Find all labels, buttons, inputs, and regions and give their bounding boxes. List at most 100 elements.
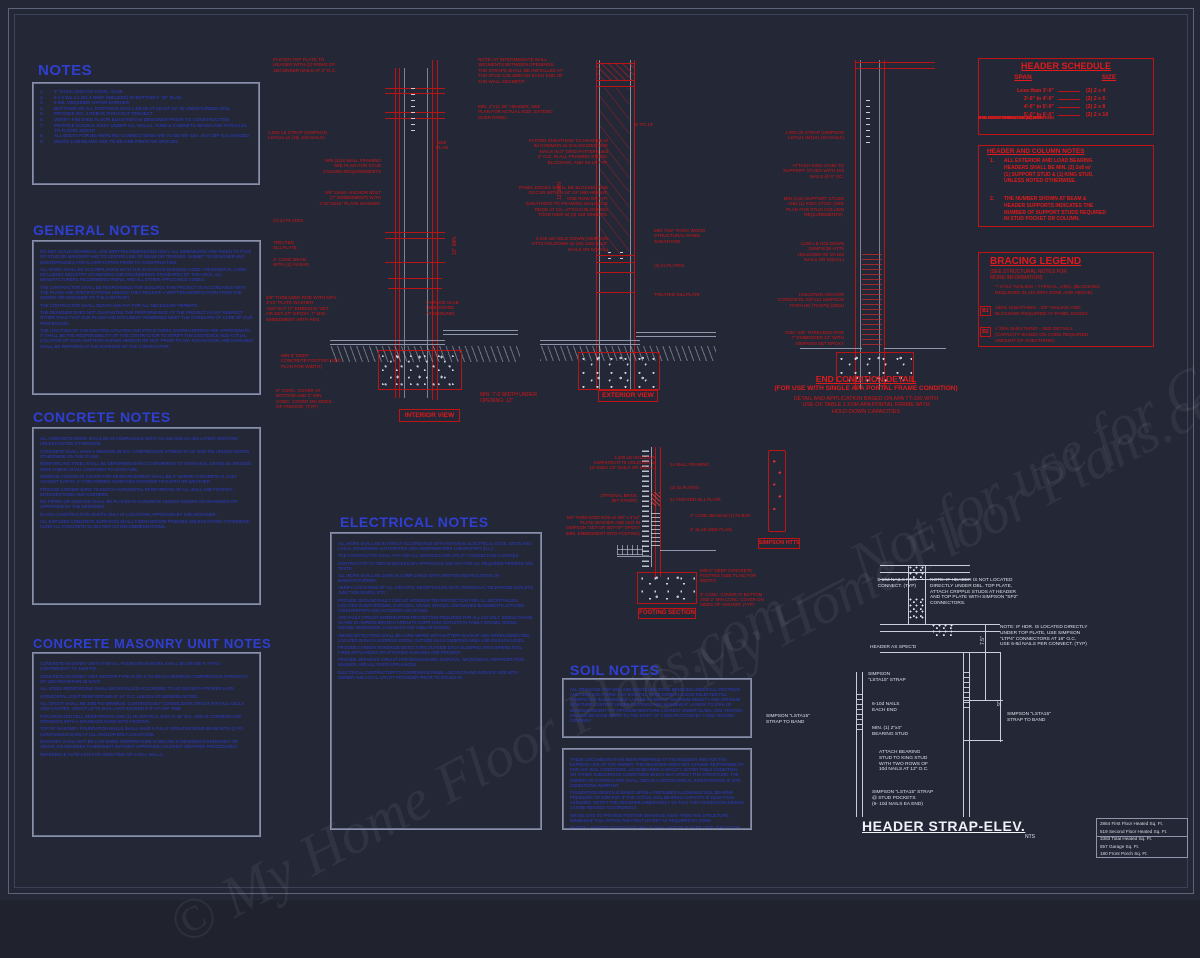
dimension-12-min: 12" MIN. xyxy=(557,180,563,200)
header-schedule-size: (2) 2 x 4 xyxy=(1086,88,1106,94)
exterior-view-label: EXTERIOR VIEW xyxy=(602,392,654,399)
note-text: 6 x 6 W1.4 x W1.4 WWF (WELDED) IN BOTTOM… xyxy=(54,94,182,100)
callout-text: 6-10d NAILS EACH END xyxy=(872,702,900,713)
note-paragraph: THE CONTRACTOR SHALL OBTAIN AND PAY FOR … xyxy=(40,302,199,308)
callout-text: 5/8" THREADED ROD WITH 5/8"x 3"x3" PLATE … xyxy=(266,295,337,322)
bracing-tag-label: B1 xyxy=(982,308,989,314)
note-paragraph: ALL DRAINAGE, TOP SOIL AND ROOTS ARE TO … xyxy=(570,687,743,723)
note-number: 2. xyxy=(40,94,44,100)
callout-text: SIMPSON "LSTA15" STRAP TO BAND xyxy=(766,714,810,725)
header-schedule-box xyxy=(978,58,1154,135)
title-block-line: 519 Second Floor Heated Sq. Ft. xyxy=(1100,828,1168,834)
note-paragraph: PLACE CONSTRUCTION JOINTS ONLY AT LOCATI… xyxy=(40,511,217,517)
note-paragraph: DO NOT SCALE DRAWINGS. USE WRITTEN DIMEN… xyxy=(40,249,252,265)
callout-text: HEADER AS SPEC'D xyxy=(870,645,917,650)
callout-text: MIN (2)2x SUPPORT STUDS AND (1) KING STUD… xyxy=(783,196,844,218)
title-block-line: 657 Garage Sq. Ft. xyxy=(1100,843,1140,849)
callout-text: 5/8" DIAM. ANCHOR BOLT (7" EMBEDMENT) WIT… xyxy=(319,190,381,206)
callout-text: 4,200 LB HOLDOWN (SIMPSON HTT5 HOLDOWN W/ … xyxy=(797,241,844,263)
note-paragraph: ARC FAULT CIRCUIT INTERRUPTER PROTECTION… xyxy=(338,615,534,631)
callout-text: (2) 2x PLATES xyxy=(654,263,685,268)
note-item: 2. 6 x 6 W1.4 x W1.4 WWF (WELDED) IN BOTT… xyxy=(40,95,252,100)
note-text: 4" THICK 3200 PSI CONC. SLAB xyxy=(54,89,123,94)
note-number: 3. xyxy=(40,100,44,106)
simpson-htt5-box xyxy=(758,538,800,549)
note-text: PROVIDE NO. 4 REBAR THRU-OUT PROJECT xyxy=(54,111,153,117)
note-paragraph: THE DESIGNER DOES NOT GUARANTEE THE PERF… xyxy=(40,310,253,326)
end-condition-title: END CONDITION DETAIL xyxy=(815,374,917,384)
callout-text: 8' TO 10' xyxy=(635,122,654,127)
note-paragraph: THE CONTRACTOR SHALL PAY FOR ALL SERVICE… xyxy=(338,553,520,559)
callout-text: 3" CONC. COVER AT BOTTOM AND 2" MIN CONC. … xyxy=(276,388,332,410)
bracing-legend-row-text: 100% SHEATHING - 3/6" NAILING AND BLOCKIN… xyxy=(995,306,1088,318)
callout-text: 3" CONC. COVER AT BOTTOM AND 2" MIN CONC.… xyxy=(700,592,764,608)
cmu-notes-heading: CONCRETE MASONRY UNIT NOTES xyxy=(33,636,272,651)
dimension-9: 9" xyxy=(997,701,1003,706)
callout-text: 4,200 LB HOLD DOWN (SIMPSON HTT5 HOLDOWN … xyxy=(531,236,608,252)
note-paragraph: SMOKE DETECTORS SHALL BE HARD WIRED WITH… xyxy=(338,632,531,643)
note-item: 1. 4" THICK 3200 PSI CONC. SLAB xyxy=(40,89,252,94)
header-schedule-title: HEADER SCHEDULE xyxy=(1020,61,1111,71)
callout-text: FASTEN SHEATHING TO HEADER w/8d COMMON w… xyxy=(528,138,608,165)
callout-text: 2x WALL FRAMING xyxy=(670,462,709,467)
callout-text: NOTE: AT INTERMEDIATE WALL SEGMENTS BETWE… xyxy=(478,57,563,84)
note-paragraph: GRADE SITE TO PROVIDE POSITIVE DRAINAGE … xyxy=(570,812,730,823)
cmu-notes-block: CONCRETE MASONRY UNITS FOR ALL FOUNDATIO… xyxy=(32,652,261,837)
concrete-notes-heading: CONCRETE NOTES xyxy=(33,409,171,425)
header-column-note-text: ALL EXTERIOR AND LOAD BEARING HEADERS SHA… xyxy=(1004,158,1094,185)
header-column-note-number: 2. xyxy=(990,196,995,202)
note-number: 1. xyxy=(40,89,44,94)
callout-text: 2x TREATED SILL PLATE xyxy=(670,497,721,502)
header-schedule-footnote: ALL EXTERIOR w/ LOAD BEARING xyxy=(978,115,1055,120)
bracing-legend-subtitle: (SEE STRUCTURAL NOTES FOR MORE INFORMATI… xyxy=(990,269,1068,281)
note-paragraph: MASONRY SHALL NOT BE LAID WHEN TEMPERATU… xyxy=(40,738,239,750)
callout-text: 4" CONC BEAM w/ (1) #4 BAR xyxy=(690,513,751,518)
soil-notes-heading: SOIL NOTES xyxy=(570,662,660,678)
note-number: 6. xyxy=(40,116,44,122)
note-paragraph: ALL GROUT SHALL BE 3000 PSI MINIMUM. CON… xyxy=(40,701,245,712)
callout-text: NOTE: IF HDR. IS LOCATED DIRECTLY UNDER T… xyxy=(1000,625,1088,648)
callout-text: MIN. 2"x11.25" HEADER, SEE PLAN FOR ACTUA… xyxy=(478,104,553,120)
callout-text: 4" SLAB (SEE PLAN) xyxy=(690,527,733,532)
note-paragraph: ALL WORK SHALL BE IN COMPLIANCE WITH THE… xyxy=(40,266,248,283)
note-paragraph: PROVIDE SEPARATE CIRCUIT FOR DISHWASHER,… xyxy=(338,657,525,668)
note-paragraph: ELECTRICAL CONTRACTOR TO COORDINATE PANE… xyxy=(338,669,519,680)
bracing-legend-box xyxy=(978,252,1154,347)
note-text: BOTTOMS OF ALL FOOTINGS SHALL BEAR AT LE… xyxy=(54,105,231,111)
note-item: 6. VERIFY FINISHED FLOOR ELEVATION w/ DES… xyxy=(40,117,252,122)
note-item: 8. ALL BOLTS FOR BEAM/PILING CONNECTIONS … xyxy=(40,133,252,138)
note-item: 4. BOTTOMS OF ALL FOOTINGS SHALL BEAR AT … xyxy=(40,106,252,111)
header-schedule-size: (2) 2 x 10 xyxy=(1086,112,1109,118)
callout-text: OPTIONAL BRICK (BY OTHER) xyxy=(600,493,637,504)
general-notes-block: DO NOT SCALE DRAWINGS. USE WRITTEN DIMEN… xyxy=(32,240,261,395)
note-paragraph: TOP OF MASONRY FOUNDATION WALLS SHALL HA… xyxy=(40,726,243,737)
callout-text: SIMPSON "LSTA15" STRAP xyxy=(868,672,906,683)
header-schedule-footnote: UNLESS OTHERWISE NOTED xyxy=(978,115,1043,120)
callout-text: MIN 8" DEEP CONCRETE FOOTING (SEE PLAN FOR… xyxy=(281,353,341,369)
drawing-sheet: © My Home Floor Plans.com — Not for use … xyxy=(8,0,1200,958)
header-strap-title: HEADER STRAP-ELEV. xyxy=(862,818,1026,834)
note-paragraph: ALL EXPOSED CONCRETE SURFACES SHALL FINI… xyxy=(40,519,251,530)
note-paragraph: PROVIDE GROUND FAULT CIRCUIT INTERRUPTER… xyxy=(338,597,525,613)
footing-section-label: FOOTING SECTION xyxy=(639,610,695,616)
note-item: 7. PROVIDE DOUBLE JOIST UNDER ALL WALLS, … xyxy=(40,123,252,133)
callout-text: NOTE: IF HEADER IS NOT LOCATED DIRECTLY U… xyxy=(930,578,1019,606)
concrete-notes-block: ALL CONCRETE WORK SHALL BE IN COMPLIANCE… xyxy=(32,427,261,605)
note-paragraph: CONCRETE MASONRY UNITS FOR ALL FOUNDATIO… xyxy=(40,661,222,672)
header-schedule-leader xyxy=(1058,91,1080,92)
header-schedule-size: (2) 2 x 6 xyxy=(1086,96,1106,102)
callout-text: SIMPSON "LSTA15" STRAP @ STUD POCKETS (6- … xyxy=(872,790,934,807)
callout-text: MIN (2)2x WALL FRAMING SEE PLAN FOR STUD C… xyxy=(322,158,381,174)
callout-text: FASTEN TOP PLATE TO HEADER WITH (2) ROWS … xyxy=(273,57,337,73)
note-text: 6 MIL VISQUEEN VAPOR BARRIER xyxy=(54,100,130,106)
callout-text: 5/8" THREADED ROD w/ 5/8" x 3"x3" PLATE W… xyxy=(565,515,640,536)
callout-text: SEE PLAN xyxy=(435,140,448,151)
electrical-notes-heading: ELECTRICAL NOTES xyxy=(340,514,489,530)
header-schedule-col-size: SIZE xyxy=(1101,74,1117,81)
header-schedule-footnote: HEADERS SHALL BE (2) 2x8 xyxy=(978,115,1041,120)
note-paragraph: CONCRETE MASONRY UNIT MORTAR TYPE M OR S… xyxy=(40,673,248,684)
note-paragraph: CONCRETE SHALL HAVE A MINIMUM 28 DAY COM… xyxy=(40,448,250,459)
callout-text: GARAGE SLAB (SEE GRADE AT GROUND) xyxy=(426,300,459,316)
callout-text: CMU: 5/8" THREADED ROD 7" EMBEDDED 12" WI… xyxy=(785,330,844,346)
callout-text: MIN 8" DEEP CONCRETE FOOTING (SEE PLAN) F… xyxy=(700,568,757,584)
